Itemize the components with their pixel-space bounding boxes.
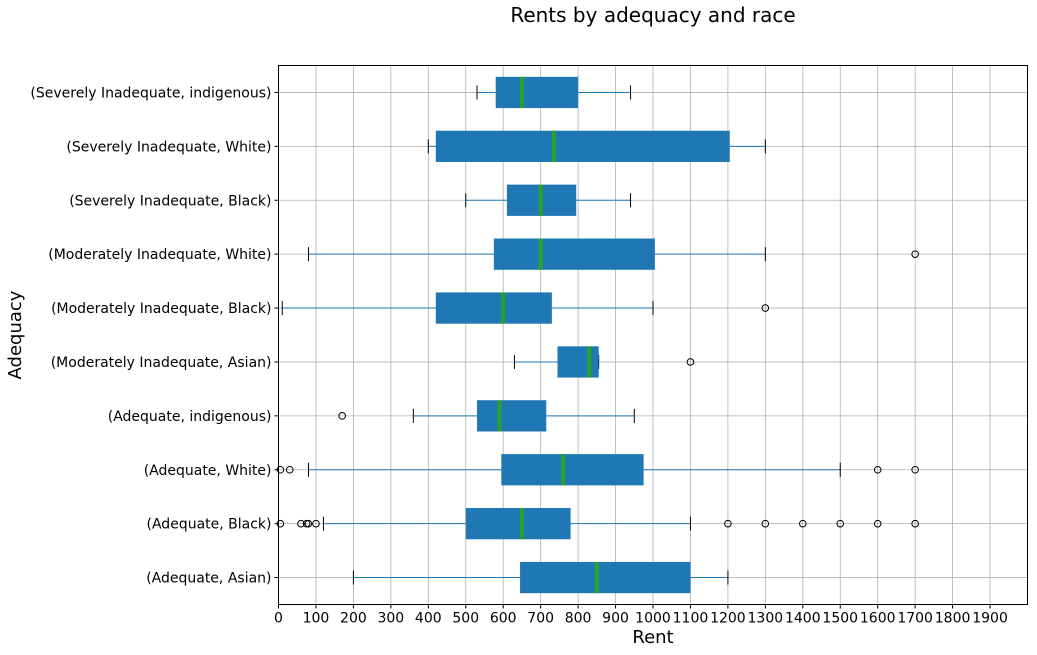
x-tick-label: 1000	[635, 611, 671, 627]
box-group	[352, 561, 729, 594]
x-tick-label: 1600	[860, 611, 896, 627]
y-tick-label: (Moderately Inadequate, Black)	[51, 301, 271, 317]
x-axis: 0 100 200 300 400 500 600 700 800 900 1000 1100 1200…	[274, 604, 1008, 627]
x-tick-label: 200	[340, 611, 367, 627]
box-group	[476, 76, 632, 109]
flier-point	[724, 519, 732, 528]
flier-point	[304, 519, 313, 528]
flier-point	[873, 519, 882, 528]
box-group	[281, 292, 770, 324]
y-tick-label: (Moderately Inadequate, Asian)	[51, 355, 272, 371]
y-axis: (Adequate, Asian) (Adequate, Black) (Adequ…	[30, 85, 279, 587]
y-tick-label: (Severely Inadequate, White)	[66, 139, 271, 155]
y-axis-label: Adequacy	[5, 290, 26, 379]
box	[435, 292, 552, 324]
flier-point	[297, 519, 305, 528]
x-tick-label: 1700	[897, 611, 933, 627]
flier-point	[761, 519, 770, 528]
x-tick-label: 1300	[748, 611, 784, 627]
box	[557, 346, 599, 378]
box	[476, 400, 547, 432]
x-tick-label: 100	[303, 611, 330, 627]
flier-point	[338, 412, 346, 420]
chart-title: Rents by adequacy and race	[510, 3, 795, 27]
flier-point	[312, 519, 320, 528]
flier-point	[686, 358, 695, 366]
y-tick-label: (Severely Inadequate, indigenous)	[30, 85, 271, 101]
y-tick-label: (Adequate, Asian)	[146, 571, 271, 587]
box	[520, 561, 691, 594]
x-tick-label: 900	[602, 611, 629, 627]
box	[465, 508, 571, 540]
flier-point	[836, 519, 845, 528]
box-group	[307, 238, 919, 270]
y-tick-label: (Adequate, White)	[144, 463, 272, 479]
x-tick-label: 300	[377, 611, 404, 627]
box-group	[276, 508, 919, 540]
x-tick-label: 1900	[972, 611, 1008, 627]
box-group	[513, 346, 695, 378]
box-group	[465, 184, 632, 216]
x-tick-label: 500	[452, 611, 479, 627]
y-tick-label: (Adequate, Black)	[147, 517, 272, 533]
x-axis-label: Rent	[632, 627, 673, 648]
box	[501, 454, 644, 486]
x-tick-label: 1500	[822, 611, 858, 627]
flier-point	[911, 250, 919, 258]
x-tick-label: 1400	[785, 611, 821, 627]
box	[493, 238, 655, 270]
flier-point	[911, 465, 919, 474]
x-tick-label: 600	[490, 611, 517, 627]
plot-area	[276, 76, 919, 594]
x-tick-label: 1100	[673, 611, 709, 627]
box	[435, 130, 730, 162]
y-tick-label: (Moderately Inadequate, White)	[48, 247, 271, 263]
flier-point	[799, 519, 807, 528]
flier-point	[873, 465, 882, 474]
x-tick-label: 1800	[935, 611, 971, 627]
x-tick-label: 0	[274, 611, 283, 627]
x-tick-label: 700	[527, 611, 554, 627]
y-tick-label: (Severely Inadequate, Black)	[69, 193, 271, 209]
x-tick-label: 1200	[710, 611, 746, 627]
flier-point	[285, 465, 294, 474]
flier-point	[911, 519, 919, 528]
y-tick-label: (Adequate, indigenous)	[108, 409, 272, 425]
box	[495, 76, 579, 109]
box-group	[427, 130, 766, 162]
flier-point	[761, 304, 770, 312]
x-tick-label: 400	[415, 611, 442, 627]
x-tick-label: 800	[565, 611, 592, 627]
box-group	[338, 400, 635, 432]
box-group	[276, 454, 919, 486]
